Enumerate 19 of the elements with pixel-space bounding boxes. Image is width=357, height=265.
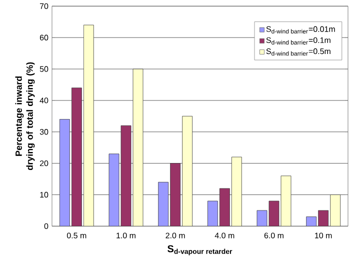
y-tick-label: 20 xyxy=(40,160,48,166)
x-tick-label: 10 m xyxy=(315,232,332,238)
legend-label: $\text{S}_{\text{d-wind barrier}}\text{=0.1m}$ xyxy=(266,37,330,45)
x-tick-label: 2.0 m xyxy=(166,232,185,238)
y-tick-label: 0 xyxy=(44,223,48,229)
y-tick-label: 60 xyxy=(40,34,48,40)
x-tick-label: 4.0 m xyxy=(214,232,234,238)
x-tick-label: 6.0 m xyxy=(264,232,284,238)
legend-label: $\text{S}_{\text{d-wind barrier}}\text{=0.5m}$ xyxy=(266,48,330,56)
y-axis-title: Percentage inward drying of total drying (%) xyxy=(15,62,35,170)
y-tick-label: 10 xyxy=(40,192,48,198)
x-axis-title: $\textbf{S}_{\textbf{d-vapour retarder}}$ xyxy=(168,245,232,256)
y-tick-label: 30 xyxy=(40,128,48,135)
y-tick-label: 70 xyxy=(40,3,48,9)
y-tick-label: 40 xyxy=(40,98,48,104)
legend-label: $\text{S}_{\text{d-wind barrier}}\text{=0.01m}$ xyxy=(266,26,335,34)
x-tick-label: 0.5 m xyxy=(66,232,86,238)
x-tick-label: 1.0 m xyxy=(116,232,136,238)
y-tick-label: 50 xyxy=(40,66,48,72)
